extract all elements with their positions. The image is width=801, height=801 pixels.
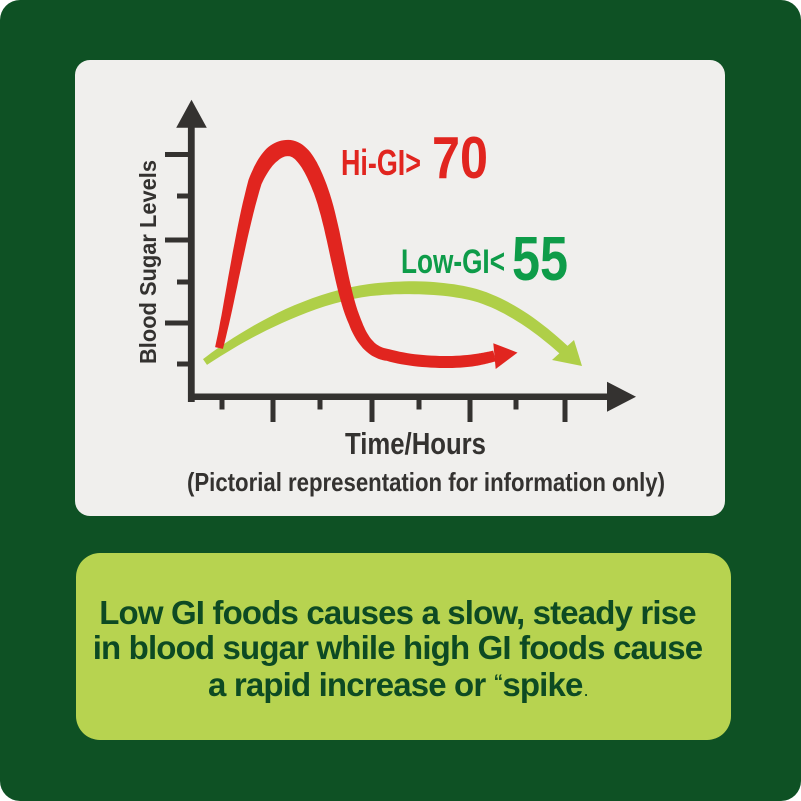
svg-text:55: 55	[512, 225, 568, 294]
svg-text:70: 70	[432, 125, 488, 191]
svg-text:(Pictorial representation for: (Pictorial representation for informatio…	[187, 467, 665, 497]
svg-text:Blood Sugar Levels: Blood Sugar Levels	[135, 160, 161, 364]
svg-text:Hi-GI>: Hi-GI>	[341, 142, 421, 183]
svg-text:Time/Hours: Time/Hours	[345, 426, 486, 461]
svg-text:Low-GI<: Low-GI<	[401, 243, 505, 281]
